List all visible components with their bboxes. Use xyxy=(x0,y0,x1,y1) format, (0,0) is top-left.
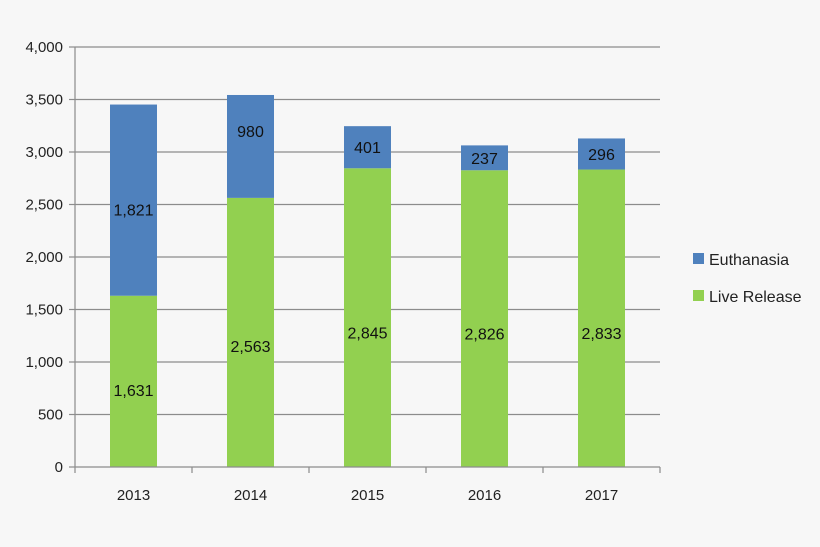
data-label-live-release-2016: 2,826 xyxy=(464,326,504,343)
x-tick-label: 2016 xyxy=(468,487,501,504)
data-labels: 1,631 1,821 2,563 980 2,845 401 2,826 237 2,833 2… xyxy=(113,124,621,400)
data-label-live-release-2014: 2,563 xyxy=(230,339,270,356)
bar-euthanasia-2013 xyxy=(110,104,157,296)
y-tick-label: 500 xyxy=(38,407,63,424)
y-tick-label: 4,000 xyxy=(25,39,63,56)
legend-swatch-live-release xyxy=(693,290,704,301)
bar-live-release-2017 xyxy=(578,169,625,467)
legend-label-live-release: Live Release xyxy=(709,289,802,306)
data-label-euthanasia-2016: 237 xyxy=(471,151,498,168)
x-tick-label: 2014 xyxy=(234,487,267,504)
axes: 0 500 1,000 1,500 2,000 2,500 3,000 3,500 4,000 2… xyxy=(25,39,661,504)
data-label-live-release-2013: 1,631 xyxy=(113,383,153,400)
data-label-euthanasia-2014: 980 xyxy=(237,124,264,141)
bar-euthanasia-2015 xyxy=(344,126,391,169)
y-tick-label: 1,500 xyxy=(25,302,63,319)
bar-euthanasia-2016 xyxy=(461,145,508,171)
data-label-euthanasia-2017: 296 xyxy=(588,147,615,164)
y-tick-label: 2,500 xyxy=(25,197,63,214)
data-label-euthanasia-2013: 1,821 xyxy=(113,203,153,220)
bar-live-release-2016 xyxy=(461,170,508,467)
y-tick-label: 0 xyxy=(55,459,63,476)
legend-swatch-euthanasia xyxy=(693,253,704,264)
data-label-euthanasia-2015: 401 xyxy=(354,140,381,157)
y-tick-label: 2,000 xyxy=(25,249,63,266)
y-tick-label: 3,500 xyxy=(25,92,63,109)
y-tick-label: 1,000 xyxy=(25,354,63,371)
data-label-live-release-2015: 2,845 xyxy=(347,326,387,343)
x-tick-label: 2015 xyxy=(351,487,384,504)
bars xyxy=(110,94,625,467)
bar-live-release-2014 xyxy=(227,197,274,467)
x-tick-label: 2013 xyxy=(117,487,150,504)
bar-live-release-2015 xyxy=(344,168,391,467)
x-tick-label: 2017 xyxy=(585,487,618,504)
bar-euthanasia-2014 xyxy=(227,94,274,198)
bar-live-release-2013 xyxy=(110,295,157,467)
y-tick-label: 3,000 xyxy=(25,144,63,161)
data-label-live-release-2017: 2,833 xyxy=(581,326,621,343)
bar-euthanasia-2017 xyxy=(578,138,625,170)
legend-label-euthanasia: Euthanasia xyxy=(709,252,789,269)
legend: Euthanasia Live Release xyxy=(693,252,802,306)
